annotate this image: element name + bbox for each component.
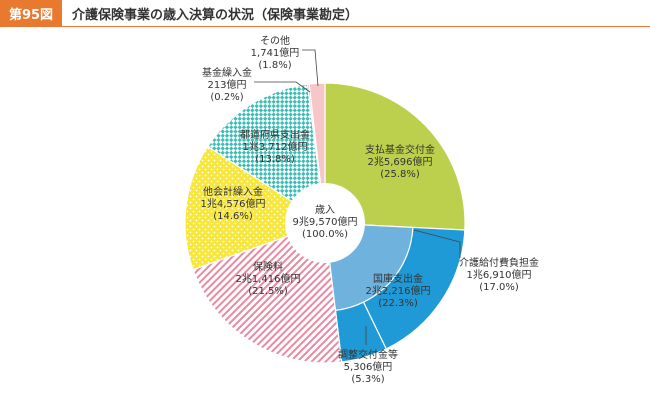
label-chosei: 調整交付金等 5,306億円(5.3%) bbox=[338, 348, 398, 385]
label-tasoukei: 他会計繰入金 1兆4,576億円(14.6%) bbox=[201, 185, 266, 222]
pie-slice-tasoukei bbox=[184, 145, 327, 271]
figure-title: 介護保険事業の歳入決算の状況（保険事業勘定） bbox=[72, 8, 359, 23]
label-todofuken: 都道府県支出金 1兆3,712億円(13.8%) bbox=[240, 128, 310, 165]
leader-other bbox=[302, 49, 319, 87]
center-label: 歳入 9兆9,570億円(100.0%) bbox=[293, 204, 358, 240]
leader-lines-layer bbox=[254, 49, 461, 345]
figure-number-badge: 第95図 bbox=[0, 0, 62, 26]
pie-slice-shihara bbox=[324, 82, 466, 231]
label-hokenryo: 保険料 2兆1,416億円(21.5%) bbox=[236, 260, 301, 297]
leader-kikin bbox=[254, 81, 311, 93]
title-rule bbox=[0, 26, 650, 27]
center-layer bbox=[285, 183, 365, 263]
pie-slice-hokenryo bbox=[192, 222, 343, 364]
figure-header: 第95図 介護保険事業の歳入決算の状況（保険事業勘定） bbox=[0, 0, 650, 27]
label-shihara: 支払基金交付金 2兆5,696億円(25.8%) bbox=[365, 143, 435, 180]
label-kokko: 国庫支出金 2兆2,216億円(22.3%) bbox=[366, 272, 431, 309]
label-kaigo: 介護給付費負担金 1兆6,910億円(17.0%) bbox=[459, 256, 539, 293]
label-other: その他 1,741億円(1.8%) bbox=[251, 34, 300, 71]
leader-kaigo bbox=[413, 229, 461, 258]
labels-layer: 歳入 9兆9,570億円(100.0%)支払基金交付金 2兆5,696億円(25.8… bbox=[201, 34, 540, 385]
label-kikin: 基金繰入金 213億円(0.2%) bbox=[202, 66, 252, 103]
pie-center-hole bbox=[285, 183, 365, 263]
pie-slice-todofuken bbox=[206, 83, 326, 225]
